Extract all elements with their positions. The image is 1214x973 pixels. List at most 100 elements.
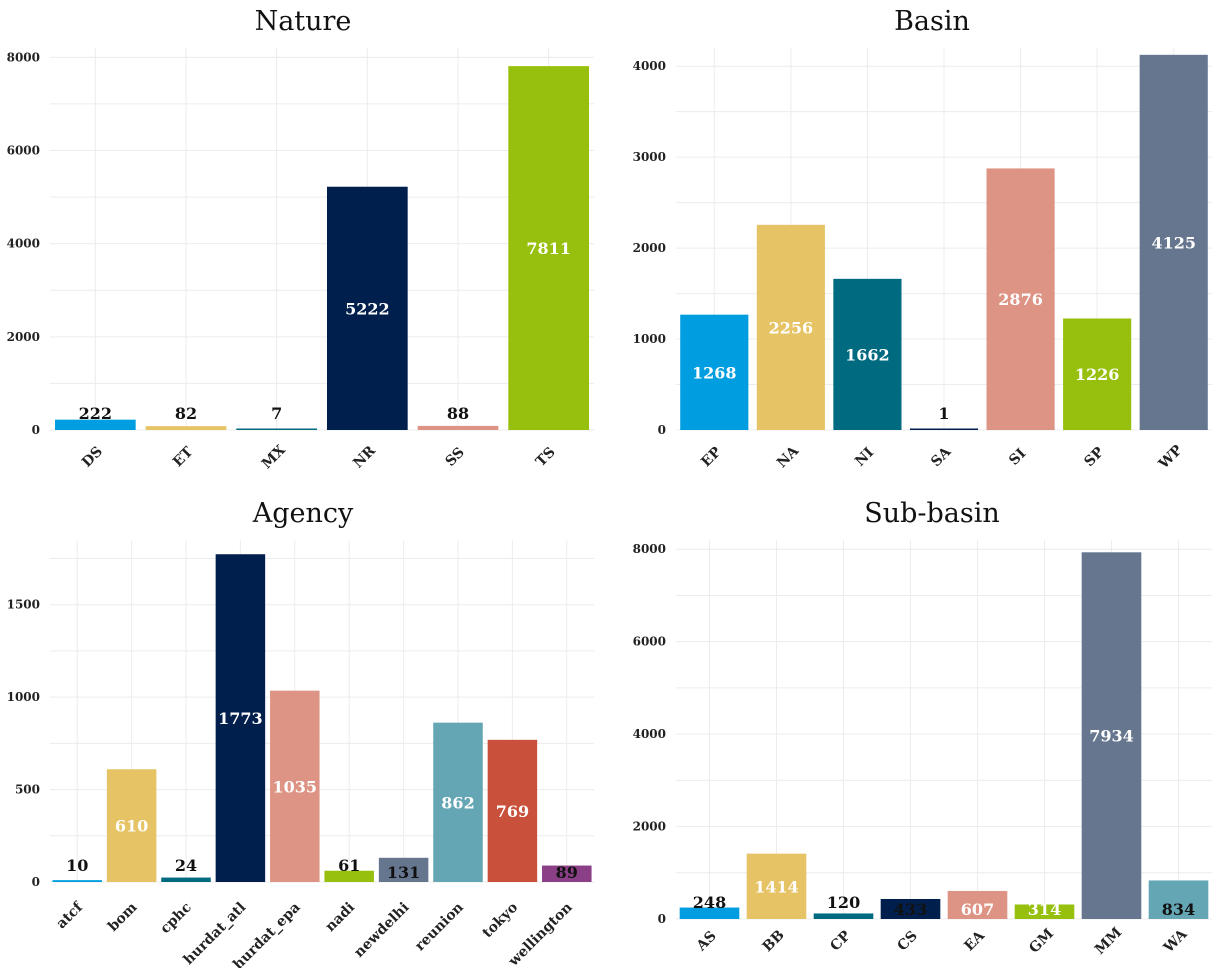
bar-NI (833, 278, 902, 430)
y-tick-label: 0 (32, 875, 40, 889)
data-label: 610 (115, 817, 148, 836)
x-tick-label: NI (852, 445, 877, 470)
panel-basin: Basin 0 1000 2000 3000 4000 1268 EP 2256 NA 1662 NI… (633, 6, 1212, 473)
bar-NR (326, 186, 408, 430)
bar-EA (947, 890, 1008, 919)
bar-CS (880, 898, 941, 919)
y-tick-label: 2000 (7, 330, 40, 344)
bar-ET (145, 426, 227, 430)
bar-GM (1014, 904, 1075, 919)
data-label: 82 (175, 404, 197, 423)
data-label: 61 (338, 856, 360, 875)
x-tick-label: ET (170, 444, 197, 471)
x-tick-label: reunion (412, 900, 467, 955)
x-tick-label: CP (827, 928, 854, 955)
y-tick-label: 1000 (7, 690, 40, 704)
data-label: 1773 (218, 709, 263, 728)
x-tick-label: cphc (157, 900, 194, 937)
bar-tokyo (487, 739, 538, 882)
x-tick-label: atcf (53, 899, 86, 932)
data-label: 607 (961, 900, 994, 919)
bar-MX (236, 428, 318, 430)
data-label: 7 (271, 404, 282, 423)
bar-hurdat_atl (215, 554, 266, 882)
data-label: 769 (496, 802, 529, 821)
y-tick-label: 4000 (7, 237, 40, 251)
chart-title: Nature (255, 6, 352, 37)
x-tick-label: BB (760, 927, 788, 955)
x-tick-label: SA (928, 443, 955, 470)
data-label: 314 (1028, 900, 1061, 919)
bar-cphc (161, 877, 211, 882)
y-tick-label: 4000 (633, 727, 666, 741)
data-label: 7811 (526, 239, 571, 258)
panel-sub-basin: Sub-basin 0 2000 4000 6000 8000 248 AS 1414 BB 120… (633, 498, 1212, 958)
bar-atcf (52, 880, 102, 882)
data-label: 2256 (769, 318, 814, 337)
y-tick-label: 0 (32, 423, 40, 437)
data-label: 2876 (998, 290, 1043, 309)
bar-nadi (324, 870, 374, 882)
y-tick-label: 8000 (7, 50, 40, 64)
data-label: 248 (693, 893, 726, 912)
bar-DS (54, 419, 136, 430)
y-tick-label: 0 (658, 912, 666, 926)
bar-BB (746, 853, 807, 919)
panel-agency: Agency 0 500 1000 1500 10 atcf 610 bom 24 cphc 1773… (7, 498, 594, 973)
x-tick-label: WP (1155, 442, 1186, 473)
x-tick-label: CS (894, 928, 920, 954)
data-label: 4125 (1151, 233, 1196, 252)
x-tick-label: newdelhi (351, 900, 412, 961)
y-tick-label: 1000 (633, 332, 666, 346)
bar-NA (756, 224, 825, 430)
chart-title: Sub-basin (864, 498, 1000, 529)
x-tick-label: AS (693, 928, 720, 955)
x-tick-label: MM (1092, 925, 1125, 958)
x-tick-label: MX (259, 442, 289, 472)
x-tick-label: GM (1026, 926, 1057, 957)
y-tick-label: 4000 (633, 59, 666, 73)
data-label: 89 (556, 863, 578, 882)
y-tick-label: 6000 (633, 635, 666, 649)
bar-TS (508, 66, 590, 430)
bar-bom (106, 769, 157, 882)
bar-EP (680, 314, 749, 430)
y-tick-label: 8000 (633, 542, 666, 556)
data-label: 120 (827, 893, 860, 912)
data-label: 862 (441, 793, 474, 812)
x-tick-label: SI (1006, 446, 1029, 469)
data-label: 1035 (273, 777, 318, 796)
bar-reunion (433, 722, 483, 882)
data-label: 433 (894, 900, 927, 919)
bar-AS (679, 907, 740, 919)
x-tick-label: nadi (322, 900, 358, 936)
data-label: 1 (938, 404, 949, 423)
y-tick-label: 2000 (633, 820, 666, 834)
data-label: 222 (79, 404, 112, 423)
x-tick-label: NA (774, 442, 803, 471)
x-tick-label: EA (961, 927, 988, 954)
y-tick-label: 3000 (633, 150, 666, 164)
x-tick-label: TS (533, 444, 559, 470)
bar-SI (986, 168, 1055, 430)
chart-title: Basin (894, 6, 970, 37)
data-label: 5222 (345, 299, 390, 318)
x-tick-label: NR (350, 443, 379, 472)
data-label: 1414 (754, 877, 799, 896)
bar-CP (813, 913, 874, 919)
x-tick-label: tokyo (480, 900, 522, 942)
bar-SA (909, 428, 979, 430)
chart-title: Agency (252, 498, 354, 529)
x-tick-label: EP (698, 444, 725, 471)
bar-WA (1148, 880, 1209, 919)
y-tick-label: 2000 (633, 241, 666, 255)
x-tick-label: DS (79, 444, 106, 471)
y-tick-label: 500 (15, 783, 40, 797)
data-label: 24 (175, 856, 197, 875)
panel-nature: Nature 0 2000 4000 6000 8000 222 DS 82 ET 7 MX 5222 N… (7, 6, 594, 472)
bar-wellington (542, 865, 592, 882)
bar-SP (1063, 318, 1132, 430)
x-tick-label: SS (442, 444, 467, 469)
